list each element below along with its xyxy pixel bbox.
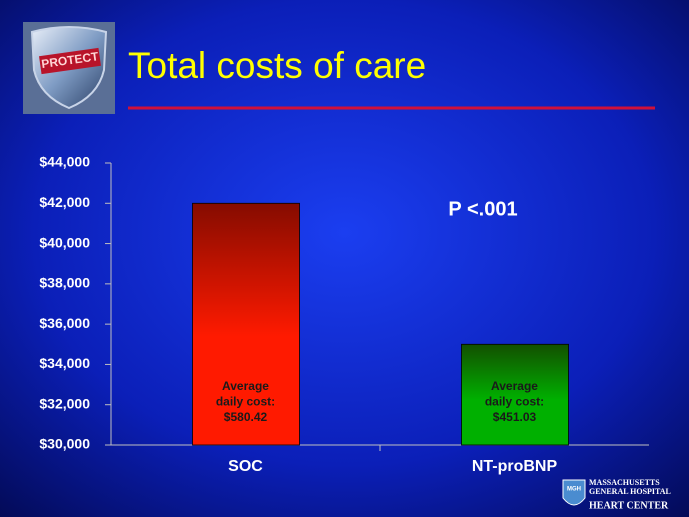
annotation: P <.001 bbox=[448, 198, 517, 220]
bar-note: daily cost: bbox=[485, 395, 544, 409]
department: Heart Center bbox=[589, 500, 669, 511]
bar-note: Average bbox=[491, 379, 538, 393]
y-tick-label: $40,000 bbox=[39, 234, 90, 250]
y-tick-label: $34,000 bbox=[39, 355, 90, 371]
y-tick-label: $36,000 bbox=[39, 315, 90, 331]
bar bbox=[461, 343, 569, 446]
bar-note: Average bbox=[222, 379, 269, 393]
x-tick-label: NT-proBNP bbox=[472, 458, 558, 475]
y-tick-label: $38,000 bbox=[39, 275, 90, 291]
hospital-logo: MGH MASSACHUSETTS GENERAL HOSPITAL Heart… bbox=[562, 478, 671, 511]
y-tick-label: $44,000 bbox=[39, 154, 90, 170]
hospital-name: MASSACHUSETTS bbox=[589, 478, 660, 487]
badge: PROTECT bbox=[23, 22, 115, 114]
bar bbox=[192, 202, 300, 446]
hospital-name: GENERAL HOSPITAL bbox=[589, 487, 671, 496]
y-tick-label: $32,000 bbox=[39, 395, 90, 411]
y-tick-label: $30,000 bbox=[39, 436, 90, 452]
badge-band bbox=[39, 47, 101, 75]
bar-note: $580.42 bbox=[224, 410, 268, 424]
seal bbox=[562, 479, 586, 506]
y-tick-label: $42,000 bbox=[39, 194, 90, 210]
bar-note: daily cost: bbox=[216, 395, 275, 409]
chart-title: Total costs of care bbox=[128, 45, 426, 86]
seal-text: MGH bbox=[567, 487, 581, 493]
x-tick-label: SOC bbox=[228, 458, 263, 475]
bar-note: $451.03 bbox=[493, 410, 537, 424]
